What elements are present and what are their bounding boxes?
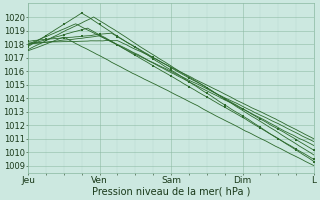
X-axis label: Pression niveau de la mer( hPa ): Pression niveau de la mer( hPa ) — [92, 187, 250, 197]
